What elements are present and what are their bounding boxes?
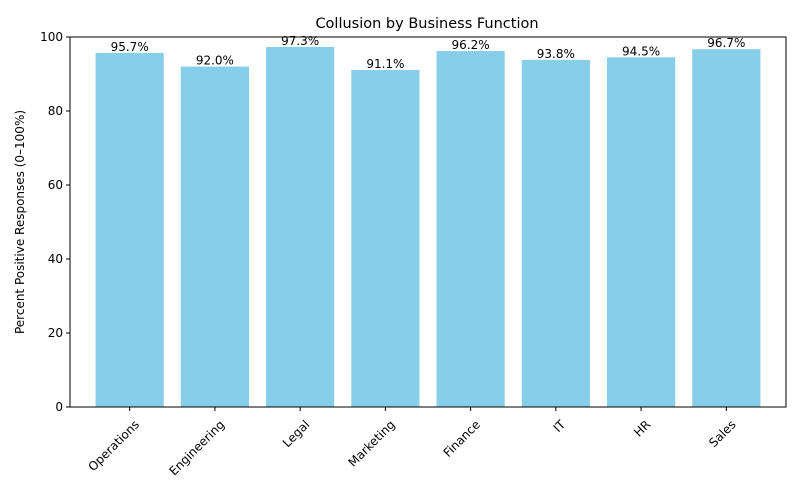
bar-legal xyxy=(266,46,335,408)
bar-sales xyxy=(692,49,761,408)
bar-it xyxy=(521,59,590,407)
data-label-finance: 96.2% xyxy=(452,38,490,52)
y-tick-label-0: 0 xyxy=(55,400,63,414)
chart-title: Collusion by Business Function xyxy=(315,16,538,32)
bar-operations xyxy=(95,52,164,407)
y-tick-label-40: 40 xyxy=(48,252,63,266)
y-tick-label-100: 100 xyxy=(40,30,63,44)
data-label-legal: 97.3% xyxy=(281,34,319,48)
data-label-marketing: 91.1% xyxy=(366,57,404,71)
bar-engineering xyxy=(180,66,249,407)
y-axis: 0 20 40 60 80 100 xyxy=(40,30,70,414)
y-tick-label-80: 80 xyxy=(48,104,63,118)
y-tick-label-20: 20 xyxy=(48,326,63,340)
plot-frame xyxy=(69,36,787,408)
data-labels-layer: 95.7% 92.0% 97.3% 91.1% 96.2% 93.8% 94.5% 96.7% xyxy=(111,34,746,71)
data-label-engineering: 92.0% xyxy=(196,54,234,68)
data-label-sales: 96.7% xyxy=(707,36,745,50)
y-axis-label: Percent Positive Responses (0–100%) xyxy=(13,110,27,334)
y-tick-label-60: 60 xyxy=(48,178,63,192)
data-label-hr: 94.5% xyxy=(622,44,660,58)
bar-hr xyxy=(607,57,676,407)
bars-layer xyxy=(95,46,761,408)
bar-finance xyxy=(436,51,505,408)
data-label-it: 93.8% xyxy=(537,47,575,61)
bar-marketing xyxy=(351,69,420,408)
data-label-operations: 95.7% xyxy=(111,40,149,54)
